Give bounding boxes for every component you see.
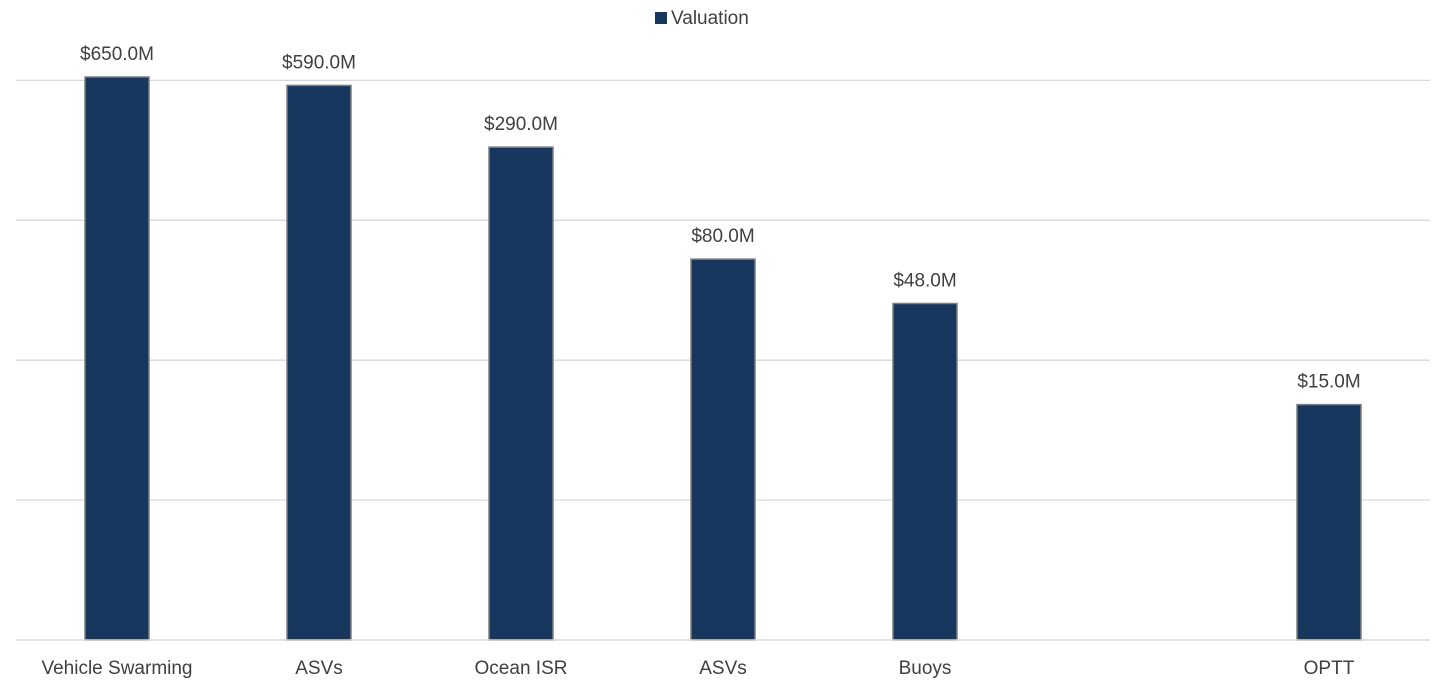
legend-label: Valuation (671, 8, 749, 29)
data-label: $15.0M (1297, 372, 1360, 393)
bar (892, 302, 958, 641)
x-tick-label: Buoys (899, 658, 952, 679)
bar (690, 258, 756, 641)
x-tick-label: ASVs (295, 658, 343, 679)
bar (286, 84, 352, 641)
data-label: $650.0M (80, 44, 154, 65)
legend-swatch (655, 12, 667, 24)
data-label: $80.0M (691, 226, 754, 247)
bar (488, 146, 554, 641)
x-tick-label: Ocean ISR (475, 658, 568, 679)
data-label: $590.0M (282, 52, 356, 73)
x-tick-label: Vehicle Swarming (41, 658, 192, 679)
x-tick-label: ASVs (699, 658, 747, 679)
x-tick-label: OPTT (1304, 658, 1355, 679)
bar (84, 76, 150, 641)
bar (1296, 403, 1362, 641)
data-label: $48.0M (893, 271, 956, 292)
data-label: $290.0M (484, 114, 558, 135)
